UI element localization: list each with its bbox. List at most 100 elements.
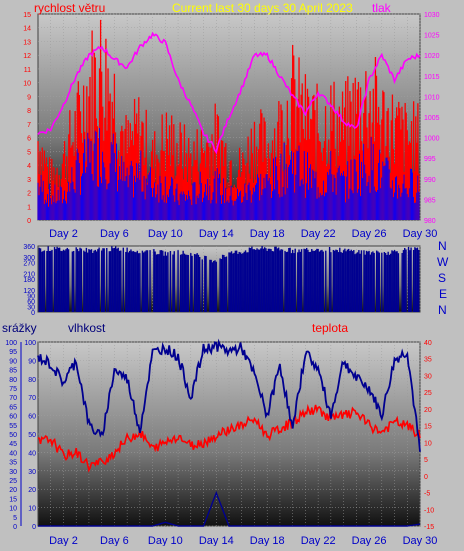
rain-tick: 25 xyxy=(9,478,17,485)
rain-tick: 45 xyxy=(9,441,17,448)
top-left-tick: 11 xyxy=(24,67,31,74)
mid-y-tick: 270 xyxy=(23,261,35,268)
top-left-tick: 0 xyxy=(27,218,31,225)
top-right-tick: 995 xyxy=(424,156,436,163)
top-left-tick: 10 xyxy=(23,81,31,88)
rain-tick: 35 xyxy=(9,460,17,467)
top-right-tick: 1005 xyxy=(424,115,440,122)
top-right-tick: 985 xyxy=(424,197,436,204)
pressure-line xyxy=(37,31,421,155)
mid-y-tick: 360 xyxy=(23,244,35,251)
rain-tick: 90 xyxy=(9,358,17,365)
temperature-tick: 25 xyxy=(424,390,432,397)
header-right-label: tlak xyxy=(372,1,392,15)
temperature-tick: 5 xyxy=(424,457,428,464)
humidity-tick: 20 xyxy=(28,487,36,494)
humidity-line xyxy=(37,338,421,452)
mid-label-s: S xyxy=(438,271,446,285)
top-right-tick: 1010 xyxy=(424,94,440,101)
top-left-tick: 12 xyxy=(23,53,31,60)
top-right-tick: 1025 xyxy=(424,33,440,40)
temperature-axis-label: teplota xyxy=(312,321,348,335)
chart-title: Current last 30 days 30 April 2023 xyxy=(172,1,353,15)
rain-tick: 95 xyxy=(9,349,17,356)
top-right-tick: 1000 xyxy=(424,136,440,143)
top-right-tick: 1015 xyxy=(424,74,440,81)
top-right-tick: 990 xyxy=(424,177,436,184)
mid-label-n-bottom: N xyxy=(438,303,447,317)
bottom-x-tick: Day 14 xyxy=(199,535,234,546)
temperature-tick: 35 xyxy=(424,357,432,364)
top-left-tick: 1 xyxy=(27,204,31,211)
bottom-x-tick: Day 10 xyxy=(148,535,183,546)
mid-y-tick: 60 xyxy=(27,299,35,306)
rain-tick: 5 xyxy=(13,515,17,522)
mid-label-n-top: N xyxy=(438,239,447,253)
rain-tick: 50 xyxy=(9,432,17,439)
humidity-tick: 50 xyxy=(28,432,36,439)
humidity-tick: 80 xyxy=(28,377,36,384)
top-x-tick: Day 14 xyxy=(199,228,234,240)
mid-y-tick: 210 xyxy=(23,272,35,279)
top-x-tick: Day 30 xyxy=(403,228,438,240)
top-x-tick: Day 26 xyxy=(352,228,387,240)
rain-tick: 20 xyxy=(9,487,17,494)
rain-tick: 85 xyxy=(9,368,17,375)
top-x-tick: Day 2 xyxy=(49,228,78,240)
mid-y-tick: 30 xyxy=(27,305,35,312)
rain-tick: 80 xyxy=(9,377,17,384)
temperature-tick: 15 xyxy=(424,424,432,431)
bottom-x-tick: Day 2 xyxy=(49,535,78,546)
bottom-x-tick: Day 18 xyxy=(250,535,285,546)
rain-tick: 60 xyxy=(9,414,17,421)
rain-tick: 70 xyxy=(9,395,17,402)
rain-tick: 0 xyxy=(13,524,17,531)
humidity-tick: 60 xyxy=(28,414,36,421)
humidity-tick: 0 xyxy=(32,524,36,531)
top-left-tick: 13 xyxy=(23,39,31,46)
rain-line xyxy=(38,490,421,527)
bottom-x-tick: Day 26 xyxy=(352,535,387,546)
bottom-x-tick: Day 30 xyxy=(403,535,438,546)
top-left-tick: 7 xyxy=(27,122,31,129)
mid-y-tick: 0 xyxy=(31,310,35,317)
mid-y-tick: 90 xyxy=(27,294,35,301)
humidity-tick: 10 xyxy=(28,506,36,513)
rain-tick: 55 xyxy=(9,423,17,430)
top-x-tick: Day 22 xyxy=(301,228,336,240)
mid-y-tick: 300 xyxy=(23,255,35,262)
top-right-tick: 980 xyxy=(424,218,436,225)
top-x-tick: Day 10 xyxy=(148,228,183,240)
mid-y-tick: 180 xyxy=(23,277,35,284)
top-left-tick: 3 xyxy=(27,177,31,184)
temperature-tick: 20 xyxy=(424,407,432,414)
temperature-tick: -5 xyxy=(424,491,430,498)
humidity-tick: 40 xyxy=(28,450,36,457)
rain-axis-label: srážky xyxy=(2,321,37,335)
bottom-x-tick: Day 22 xyxy=(301,535,336,546)
mid-y-tick: 120 xyxy=(23,288,35,295)
temperature-tick: -15 xyxy=(424,524,434,531)
humidity-tick: 100 xyxy=(24,340,36,347)
temperature-tick: -10 xyxy=(424,507,434,514)
mid-label-w: W xyxy=(437,255,449,269)
top-x-tick: Day 18 xyxy=(250,228,285,240)
bottom-x-tick: Day 6 xyxy=(100,535,129,546)
top-left-tick: 2 xyxy=(27,191,31,198)
top-left-tick: 14 xyxy=(23,26,31,33)
top-right-tick: 1020 xyxy=(424,53,440,60)
rain-tick: 75 xyxy=(9,386,17,393)
temperature-tick: 0 xyxy=(424,474,428,481)
header-left-label: rychlost větru xyxy=(34,1,105,15)
temperature-tick: 30 xyxy=(424,373,432,380)
rain-tick: 65 xyxy=(9,404,17,411)
humidity-tick: 90 xyxy=(28,358,36,365)
top-left-tick: 8 xyxy=(27,108,31,115)
rain-tick: 30 xyxy=(9,469,17,476)
temperature-tick: 10 xyxy=(424,440,432,447)
top-left-tick: 6 xyxy=(27,136,31,143)
humidity-tick: 30 xyxy=(28,469,36,476)
mid-label-e: E xyxy=(439,287,447,301)
